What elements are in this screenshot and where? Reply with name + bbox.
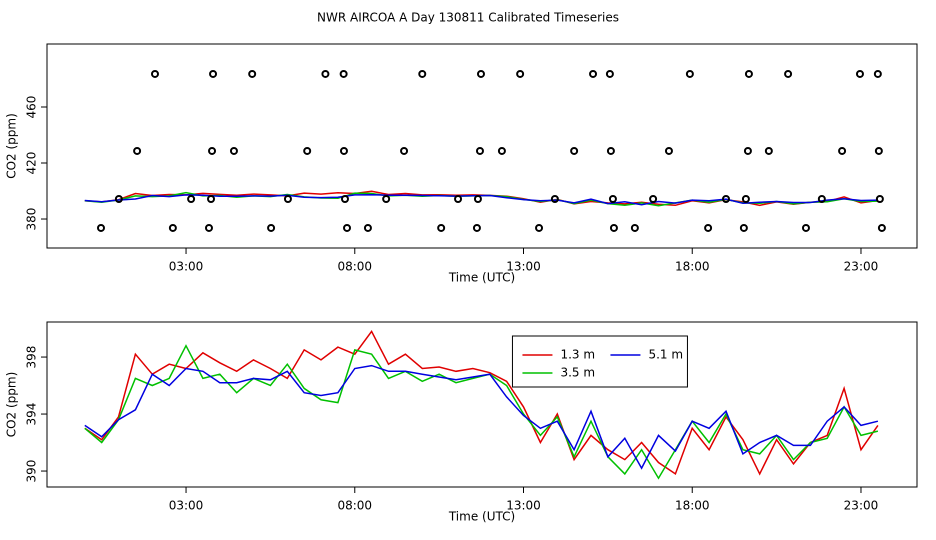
standard-point [229,146,238,155]
standard-point [497,146,506,155]
standard-point [303,146,312,155]
standard-point [150,69,159,78]
x-axis-title: Time (UTC) [448,510,515,524]
standard-point [516,69,525,78]
x-tick-label: 13:00 [506,260,541,274]
standard-point [400,146,409,155]
standard-point [838,146,847,155]
standard-point [339,146,348,155]
standard-point [664,146,673,155]
legend-box [511,335,688,388]
legend-label: 3.5 m [560,366,595,380]
standard-point [764,146,773,155]
standard-point [817,194,826,203]
legend-label: 5.1 m [648,348,683,362]
standard-point [168,223,177,232]
standard-point [209,69,218,78]
y-axis-title: CO2 (ppm) [5,113,19,179]
standard-point [704,223,713,232]
standard-point [855,69,864,78]
standard-point [743,146,752,155]
standard-point [207,194,216,203]
standard-point [96,223,105,232]
standard-point [685,69,694,78]
standard-point [649,194,658,203]
y-tick-label: 380 [24,208,38,231]
standard-point [418,69,427,78]
y-tick-label: 390 [25,460,39,483]
standard-point [744,69,753,78]
standard-point [589,69,598,78]
standard-point [114,194,123,203]
standard-point [475,146,484,155]
standard-point [248,69,257,78]
standard-point [283,194,292,203]
y-tick-label: 420 [25,152,39,175]
y-tick-label: 394 [25,403,39,426]
standard-point [363,223,372,232]
standard-point [609,223,618,232]
standard-point [535,223,544,232]
standard-point [877,223,886,232]
x-tick-label: 23:00 [844,499,879,513]
standard-point [741,194,750,203]
x-tick-label: 03:00 [169,260,204,274]
standard-point [437,223,446,232]
figure-title: NWR AIRCOA A Day 130811 Calibrated Times… [317,11,619,25]
standard-point [343,223,352,232]
x-tick-label: 23:00 [844,260,879,274]
standard-point [208,146,217,155]
standard-point [382,194,391,203]
standard-point [874,146,883,155]
standard-point [801,223,810,232]
y-tick-label: 460 [25,96,39,119]
standard-point [476,69,485,78]
standard-point [340,194,349,203]
standard-point [472,223,481,232]
plot-frame [46,321,918,488]
standard-point [605,69,614,78]
series-line [84,364,879,470]
x-tick-label: 18:00 [675,499,710,513]
standard-point [187,194,196,203]
series-line [84,193,878,206]
standard-point [339,69,348,78]
x-tick-label: 18:00 [675,260,710,274]
x-tick-label: 08:00 [337,499,372,513]
standard-point [321,69,330,78]
standard-point [739,223,748,232]
series-line [84,344,879,480]
legend-label: 1.3 m [560,348,595,362]
x-tick-label: 03:00 [169,499,204,513]
y-tick-label: 398 [25,346,39,369]
standard-point [133,146,142,155]
standard-point [454,194,463,203]
standard-point [473,194,482,203]
y-axis-title: CO2 (ppm) [5,372,19,438]
standard-point [570,146,579,155]
standard-point [267,223,276,232]
standard-point [608,194,617,203]
standard-point [630,223,639,232]
standard-point [873,69,882,78]
x-tick-label: 13:00 [506,499,541,513]
standard-point [721,194,730,203]
plot-frame [46,43,918,249]
standard-point [606,146,615,155]
standard-point [550,194,559,203]
x-tick-label: 08:00 [337,260,372,274]
standard-point [784,69,793,78]
x-axis-title: Time (UTC) [448,271,515,285]
standard-point [204,223,213,232]
series-line [84,329,879,476]
standard-point [875,194,884,203]
